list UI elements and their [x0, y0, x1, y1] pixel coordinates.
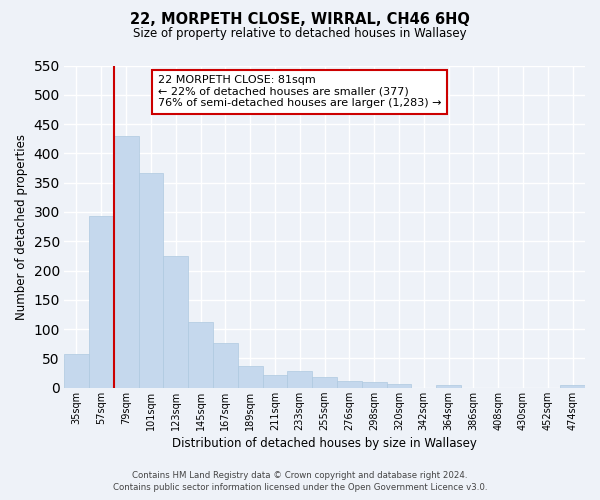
Bar	[386, 384, 412, 388]
Y-axis label: Number of detached properties: Number of detached properties	[15, 134, 28, 320]
Bar	[89, 216, 114, 388]
Bar	[188, 322, 213, 388]
Text: 22 MORPETH CLOSE: 81sqm
← 22% of detached houses are smaller (377)
76% of semi-d: 22 MORPETH CLOSE: 81sqm ← 22% of detache…	[158, 75, 442, 108]
Bar	[114, 136, 139, 388]
Text: Contains HM Land Registry data © Crown copyright and database right 2024.
Contai: Contains HM Land Registry data © Crown c…	[113, 471, 487, 492]
X-axis label: Distribution of detached houses by size in Wallasey: Distribution of detached houses by size …	[172, 437, 477, 450]
Bar	[64, 354, 89, 388]
Bar	[263, 375, 287, 388]
Text: Size of property relative to detached houses in Wallasey: Size of property relative to detached ho…	[133, 28, 467, 40]
Bar	[436, 385, 461, 388]
Bar	[139, 172, 163, 388]
Bar	[213, 343, 238, 388]
Bar	[337, 382, 362, 388]
Bar	[362, 382, 386, 388]
Text: 22, MORPETH CLOSE, WIRRAL, CH46 6HQ: 22, MORPETH CLOSE, WIRRAL, CH46 6HQ	[130, 12, 470, 28]
Bar	[312, 377, 337, 388]
Bar	[287, 371, 312, 388]
Bar	[163, 256, 188, 388]
Bar	[238, 366, 263, 388]
Bar	[560, 385, 585, 388]
